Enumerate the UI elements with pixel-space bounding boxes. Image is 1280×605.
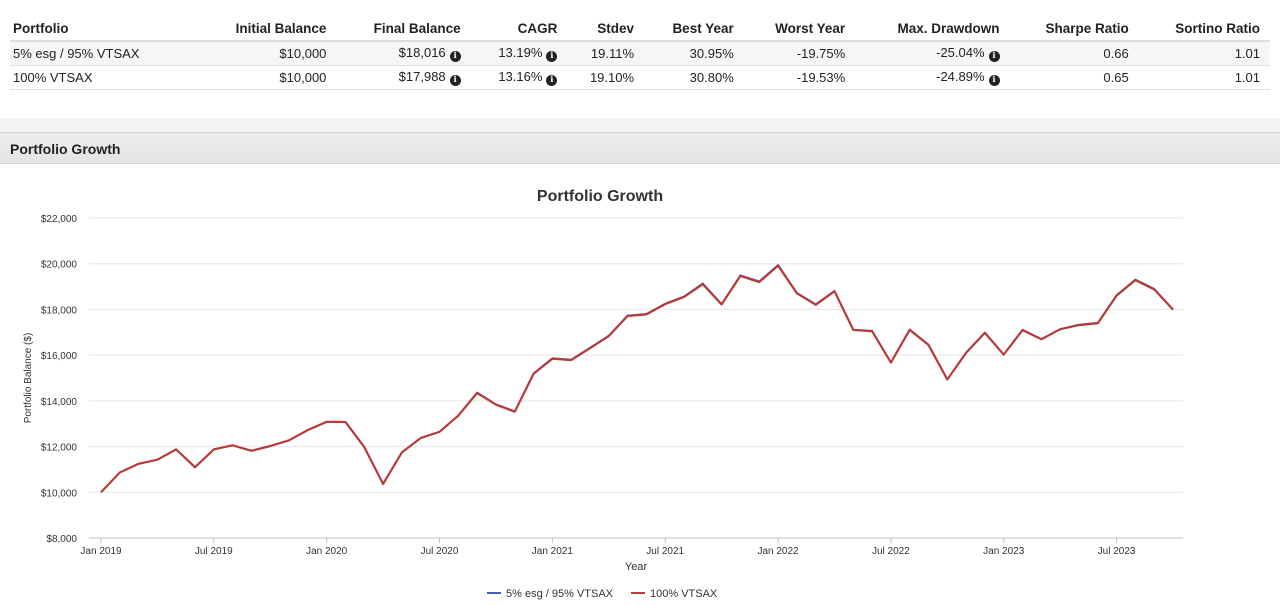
cell-initial-balance: $10,000 [197, 41, 337, 66]
y-tick-label: $8,000 [46, 534, 77, 545]
cell-value: $18,016 [398, 45, 446, 60]
x-axis-label: Year [625, 561, 648, 573]
y-tick-label: $22,000 [41, 214, 78, 225]
cell-sharpe-ratio: 0.66 [1009, 41, 1139, 66]
cell-value: 13.19% [498, 45, 543, 60]
col-worst-year: Worst Year [743, 16, 856, 42]
info-circle-icon[interactable]: i [988, 75, 1000, 86]
y-axis-label: Portfolio Balance ($) [23, 333, 34, 424]
cell-best-year: 30.95% [644, 41, 744, 66]
chart-title: Portfolio Growth [537, 188, 663, 205]
x-tick-label: Jan 2021 [532, 546, 574, 557]
y-tick-label: $14,000 [41, 397, 78, 408]
col-cagr: CAGR [470, 16, 568, 42]
x-tick-label: Jul 2021 [646, 546, 684, 557]
y-tick-label: $20,000 [41, 260, 78, 271]
cell-portfolio: 5% esg / 95% VTSAX [10, 41, 198, 66]
col-final-balance: Final Balance [336, 16, 471, 42]
y-tick-label: $12,000 [41, 443, 78, 454]
section-header: Portfolio Growth [0, 132, 1280, 164]
x-tick-label: Jul 2019 [195, 546, 233, 557]
table-header-row: Portfolio Initial Balance Final Balance … [10, 16, 1270, 42]
cell-stdev: 19.10% [567, 65, 645, 90]
cell-sortino-ratio: 1.01 [1138, 65, 1270, 90]
info-circle-icon[interactable]: i [449, 51, 461, 62]
x-tick-label: Jul 2020 [421, 546, 459, 557]
col-best-year: Best Year [644, 16, 744, 42]
cell-worst-year: -19.75% [743, 41, 856, 66]
x-tick-label: Jul 2022 [872, 546, 910, 557]
section-title: Portfolio Growth [10, 141, 121, 157]
legend-label: 5% esg / 95% VTSAX [506, 588, 614, 600]
cell-best-year: 30.80% [644, 65, 744, 90]
cell-worst-year: -19.53% [743, 65, 856, 90]
col-max-drawdown: Max. Drawdown [855, 16, 1010, 42]
x-tick-label: Jan 2023 [983, 546, 1025, 557]
cell-final-balance: $17,988 i [336, 65, 471, 90]
cell-portfolio: 100% VTSAX [10, 65, 198, 90]
col-portfolio: Portfolio [10, 16, 198, 42]
info-circle-icon[interactable]: i [546, 51, 558, 62]
series-line-1 [100, 264, 1174, 493]
cell-value: $17,988 [398, 69, 446, 84]
table-row: 5% esg / 95% VTSAX $10,000 $18,016 i 13.1… [10, 41, 1270, 66]
cell-stdev: 19.11% [567, 41, 645, 66]
summary-table: Portfolio Initial Balance Final Balance … [10, 16, 1270, 90]
col-initial-balance: Initial Balance [197, 16, 337, 42]
table-row: 100% VTSAX $10,000 $17,988 i 13.16% i 19.1… [10, 65, 1270, 90]
info-circle-icon[interactable]: i [546, 75, 558, 86]
info-circle-icon[interactable]: i [449, 75, 461, 86]
cell-sharpe-ratio: 0.65 [1009, 65, 1139, 90]
cell-value: -24.89% [936, 69, 985, 84]
x-tick-label: Jul 2023 [1098, 546, 1136, 557]
y-tick-label: $10,000 [41, 488, 78, 499]
cell-cagr: 13.16% i [470, 65, 568, 90]
portfolio-growth-chart: $8,000 $10,000 $12,000 $14,000 $16,000 $18,00… [23, 188, 1183, 600]
x-tick-label: Jan 2022 [757, 546, 799, 557]
separator-band [0, 118, 1280, 132]
cell-value: 13.16% [498, 69, 543, 84]
cell-initial-balance: $10,000 [197, 65, 337, 90]
col-stdev: Stdev [567, 16, 645, 42]
info-circle-icon[interactable]: i [988, 51, 1000, 62]
x-tick-label: Jan 2019 [80, 546, 122, 557]
cell-final-balance: $18,016 i [336, 41, 471, 66]
col-sortino-ratio: Sortino Ratio [1138, 16, 1270, 42]
cell-value: -25.04% [936, 45, 985, 60]
cell-max-drawdown: -25.04% i [855, 41, 1010, 66]
y-tick-label: $18,000 [41, 305, 78, 316]
col-sharpe-ratio: Sharpe Ratio [1009, 16, 1139, 42]
cell-cagr: 13.19% i [470, 41, 568, 66]
x-tick-label: Jan 2020 [306, 546, 348, 557]
legend-label: 100% VTSAX [650, 588, 718, 600]
cell-sortino-ratio: 1.01 [1138, 41, 1270, 66]
series-line-2 [100, 264, 1174, 493]
cell-max-drawdown: -24.89% i [855, 65, 1010, 90]
y-tick-label: $16,000 [41, 351, 78, 362]
